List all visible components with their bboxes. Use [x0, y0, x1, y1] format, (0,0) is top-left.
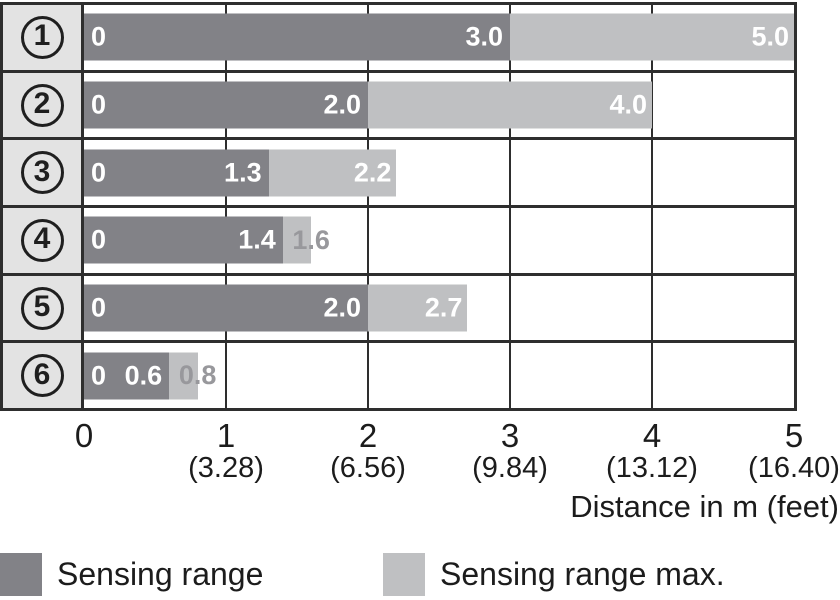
x-tick-1: 1 (3.28) — [188, 419, 264, 484]
x-tick-4: 4 (13.12) — [606, 419, 698, 484]
circled-number-icon: 3 — [20, 151, 64, 195]
max-value-label: 5.0 — [751, 21, 789, 52]
tick-feet: (9.84) — [472, 452, 548, 484]
sensing-range-bar: 0 0.6 — [84, 352, 170, 400]
tick-feet: (6.56) — [330, 452, 406, 484]
row-header-6: 6 — [3, 343, 84, 409]
sensing-value-label: 1.4 — [238, 224, 276, 255]
circled-number-icon: 5 — [20, 286, 64, 330]
tick-meters: 5 — [784, 417, 804, 454]
sensing-range-bar: 0 1.3 — [84, 149, 269, 197]
zero-label: 0 — [91, 360, 107, 391]
row-number: 5 — [33, 290, 51, 324]
legend-item-sensing-range-max: Sensing range max. — [383, 553, 725, 596]
row-number: 6 — [33, 357, 51, 391]
sensing-value-label: 0.6 — [124, 360, 163, 391]
sensing-value-label: 2.0 — [323, 89, 361, 120]
circled-number-icon: 1 — [20, 15, 64, 59]
max-value-label: 2.2 — [353, 157, 392, 188]
row-header-2: 2 — [3, 72, 84, 138]
tick-feet: (16.40) — [748, 452, 840, 484]
row-header-4: 4 — [3, 208, 84, 273]
sensing-range-bar: 0 2.0 — [84, 284, 368, 332]
sensing-range-bar: 0 2.0 — [84, 81, 368, 129]
max-value-label: 1.6 — [292, 224, 330, 255]
circled-number-icon: 6 — [20, 354, 64, 398]
row-header-1: 1 — [3, 5, 84, 70]
chart-row-2: 2 4.0 0 2.0 — [3, 72, 794, 141]
sensing-range-max-bar: 2.7 — [368, 284, 468, 332]
bar-group: 5.0 0 3.0 — [84, 13, 794, 61]
chart-row-6: 6 0 0.6 0.8 — [3, 343, 794, 409]
bar-group: 2.7 0 2.0 — [84, 284, 794, 332]
row-plot-area: 0 1.4 1.6 — [84, 208, 794, 273]
row-plot-area: 5.0 0 3.0 — [84, 5, 794, 70]
row-number: 1 — [33, 19, 51, 53]
legend-label: Sensing range max. — [440, 556, 725, 592]
row-number: 2 — [33, 87, 51, 120]
row-plot-area: 2.2 0 1.3 — [84, 140, 794, 205]
row-header-5: 5 — [3, 275, 84, 341]
chart-table: 1 5.0 0 3.0 2 — [0, 2, 797, 411]
tick-feet: (3.28) — [188, 452, 264, 484]
bar-group: 4.0 0 2.0 — [84, 81, 794, 129]
sensing-value-label: 3.0 — [465, 21, 503, 52]
sensing-range-max-bar: 2.2 — [268, 149, 397, 197]
row-plot-area: 2.7 0 2.0 — [84, 276, 794, 341]
zero-label: 0 — [91, 292, 107, 323]
x-tick-0: 0 — [75, 419, 93, 453]
max-value-label: 2.7 — [424, 292, 463, 323]
sensing-value-label: 1.3 — [224, 157, 262, 188]
row-plot-area: 4.0 0 2.0 — [84, 73, 794, 138]
row-header-3: 3 — [3, 140, 84, 206]
max-value-label: 4.0 — [609, 89, 647, 120]
tick-feet: (13.12) — [606, 452, 698, 484]
sensing-range-swatch-icon — [0, 553, 42, 596]
sensing-range-max-bar — [169, 352, 198, 400]
tick-meters: 3 — [500, 417, 520, 454]
max-value-label: 0.8 — [178, 360, 217, 391]
chart-rows: 1 5.0 0 3.0 2 — [3, 5, 794, 409]
sensing-value-label: 2.0 — [323, 292, 361, 323]
bar-group: 0 1.4 1.6 — [84, 216, 794, 264]
row-plot-area: 0 0.6 0.8 — [84, 343, 794, 408]
tick-meters: 1 — [216, 417, 236, 454]
sensing-range-max-bar — [282, 216, 312, 264]
chart-row-5: 5 2.7 0 2.0 — [3, 275, 794, 344]
x-tick-3: 3 (9.84) — [472, 419, 548, 484]
sensing-range-bar: 0 1.4 — [84, 216, 283, 264]
circled-number-icon: 2 — [20, 83, 64, 127]
zero-label: 0 — [91, 157, 107, 188]
sensing-range-max-bar: 4.0 — [368, 81, 652, 129]
sensing-range-max-bar: 5.0 — [510, 13, 794, 61]
row-number: 3 — [33, 154, 51, 188]
legend-label: Sensing range — [57, 556, 264, 592]
chart-row-1: 1 5.0 0 3.0 — [3, 5, 794, 73]
bar-group: 0 0.6 0.8 — [84, 352, 794, 400]
zero-label: 0 — [91, 21, 107, 52]
row-number: 4 — [33, 222, 51, 256]
zero-label: 0 — [91, 224, 107, 255]
zero-label: 0 — [91, 89, 107, 120]
circled-number-icon: 4 — [20, 218, 64, 262]
chart-row-4: 4 0 1.4 1.6 — [3, 208, 794, 276]
sensing-range-max-swatch-icon — [383, 553, 425, 596]
x-tick-5: 5 (16.40) — [748, 419, 840, 484]
legend-item-sensing-range: Sensing range — [0, 553, 263, 596]
chart-row-3: 3 2.2 0 1.3 — [3, 140, 794, 209]
bar-group: 2.2 0 1.3 — [84, 149, 794, 197]
tick-meters: 0 — [74, 417, 94, 454]
x-tick-2: 2 (6.56) — [330, 419, 406, 484]
x-axis-title: Distance in m (feet) — [570, 489, 839, 524]
x-axis: 0 1 (3.28) 2 (6.56) 3 (9.84) 4 (13.12) 5… — [75, 419, 840, 489]
sensing-range-bar: 0 3.0 — [84, 13, 510, 61]
tick-meters: 4 — [642, 417, 662, 454]
tick-meters: 2 — [358, 417, 378, 454]
